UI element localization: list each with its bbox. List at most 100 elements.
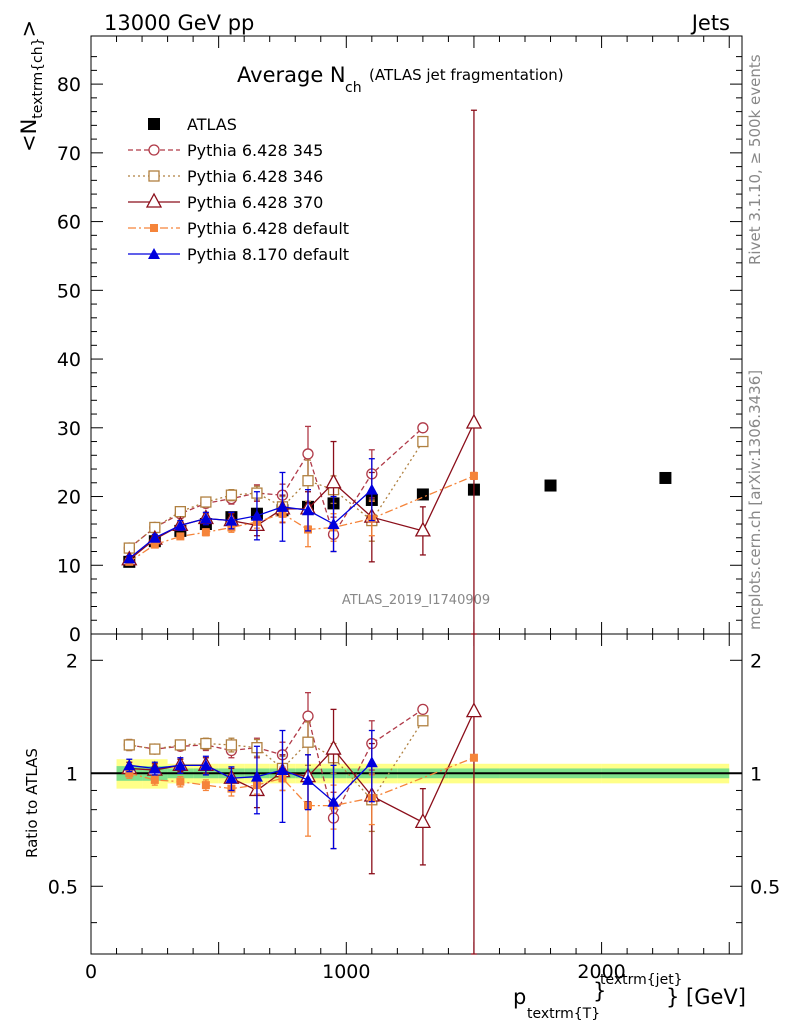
data-point: [544, 479, 557, 492]
data-point: [302, 504, 314, 516]
data-point: [174, 759, 187, 771]
data-point: [276, 500, 289, 512]
data-point: [199, 512, 212, 524]
data-point: [327, 795, 340, 807]
y-tick-label: 70: [57, 143, 81, 165]
data-point: [365, 756, 378, 768]
legend-label: Pythia 6.428 346: [187, 167, 323, 186]
data-point: [325, 473, 342, 489]
y-label-main-span: <N: [17, 119, 41, 152]
legend-marker: [148, 170, 160, 182]
series-5: [123, 458, 378, 564]
x-label-end: } [GeV]: [666, 985, 746, 1009]
data-point: [302, 710, 314, 722]
legend-label: ATLAS: [187, 115, 237, 134]
legend-marker: [145, 192, 163, 208]
data-point: [302, 448, 314, 460]
rivet-label: Rivet 3.1.10, ≥ 500k events: [746, 54, 764, 265]
series-line: [129, 720, 424, 801]
x-label-sup: textrm{jet}: [600, 972, 683, 988]
ratio-y-tick-label: 2: [66, 650, 78, 672]
ratio-uncertainty-band: [91, 759, 742, 789]
x-tick-label: 0: [85, 961, 97, 983]
data-point: [417, 715, 429, 727]
ratio-y-label: Ratio to ATLAS: [23, 748, 41, 858]
data-point: [417, 703, 429, 716]
data-point: [416, 488, 429, 501]
series-1: [123, 422, 429, 554]
data-point: [414, 521, 431, 537]
data-point: [225, 514, 238, 526]
legend-entry: Pythia 6.428 345: [128, 141, 323, 160]
y-label-sub: textrm{ch}: [30, 38, 46, 119]
data-point: [200, 496, 212, 508]
y-label-main: <Ntextrm{ch}>: [17, 20, 46, 152]
legend: ATLAS Pythia 6.428 345 Pythia 6.428 346 Pyt…: [128, 115, 349, 264]
mcplots-text: mcplots.cern.ch [arXiv:1306.3436]: [746, 370, 764, 630]
series-line: [129, 708, 424, 820]
rivet-text: Rivet 3.1.10, ≥ 500k events: [746, 54, 764, 265]
title-sub: ch: [345, 80, 362, 96]
data-point: [327, 518, 340, 530]
data-point: [302, 475, 314, 487]
header-left: 13000 GeV pp: [104, 11, 254, 35]
data-point: [174, 506, 187, 518]
y-tick-label: 10: [57, 555, 81, 577]
y-tick-label: 30: [57, 418, 81, 440]
x-label-close: }: [593, 979, 606, 1003]
data-point: [465, 413, 483, 429]
data-point: [414, 812, 431, 829]
legend-label: Pythia 6.428 370: [187, 193, 323, 212]
legend-entry: ATLAS: [148, 115, 237, 134]
data-point: [201, 781, 210, 790]
series-line: [128, 489, 373, 559]
ratio-y-tick-label-right: 0.5: [750, 876, 780, 898]
data-point: [149, 743, 161, 755]
y-tick-label: 0: [69, 624, 81, 646]
data-point: [225, 489, 238, 501]
series-5: [123, 729, 378, 850]
legend-entry: Pythia 8.170 default: [128, 245, 349, 264]
ratio-y-tick-label-right: 2: [750, 650, 762, 672]
legend-entry: Pythia 6.428 default: [128, 219, 349, 238]
data-point: [150, 775, 159, 784]
data-point: [148, 531, 161, 543]
plot-title: Average N ch (ATLAS jet fragmentation): [237, 63, 564, 96]
y-tick-label: 20: [57, 487, 81, 509]
title-main: Average N: [237, 63, 346, 87]
legend-label: Pythia 6.428 default: [187, 219, 349, 238]
y-label-end: >: [17, 20, 41, 38]
data-point: [123, 552, 136, 564]
ratio-series: [121, 634, 483, 955]
y-tick-label: 60: [57, 212, 81, 234]
ratio-y-tick-label: 1: [66, 763, 78, 785]
ratio-plot-frame: [90, 633, 743, 955]
x-label-sub: textrm{T}: [527, 1006, 600, 1022]
series-3: [121, 109, 483, 635]
y-tick-label: 80: [57, 74, 81, 96]
data-point: [325, 739, 342, 755]
data-point: [465, 702, 483, 718]
main-series: [121, 109, 672, 635]
data-point: [469, 471, 478, 480]
data-point: [150, 540, 159, 549]
title-paren: (ATLAS jet fragmentation): [369, 66, 564, 84]
data-point: [417, 422, 429, 434]
data-point: [225, 772, 238, 784]
legend-label: Pythia 6.428 345: [187, 141, 323, 160]
mcplots-label: mcplots.cern.ch [arXiv:1306.3436]: [746, 370, 764, 630]
x-tick-label: 1000: [322, 961, 370, 983]
legend-marker: [148, 248, 160, 259]
y-tick-label: 40: [57, 349, 81, 371]
y-tick-label: 50: [57, 280, 81, 302]
data-point: [201, 528, 210, 537]
data-point: [123, 739, 135, 751]
watermark: ATLAS_2019_I1740909: [342, 593, 490, 608]
data-point: [225, 739, 238, 751]
data-point: [174, 519, 187, 531]
data-point: [174, 739, 187, 751]
data-point: [176, 777, 185, 786]
data-point: [302, 736, 314, 748]
y-axis-label: <Ntextrm{ch}>: [17, 20, 46, 152]
ratio-y-tick-label-right: 1: [750, 763, 762, 785]
